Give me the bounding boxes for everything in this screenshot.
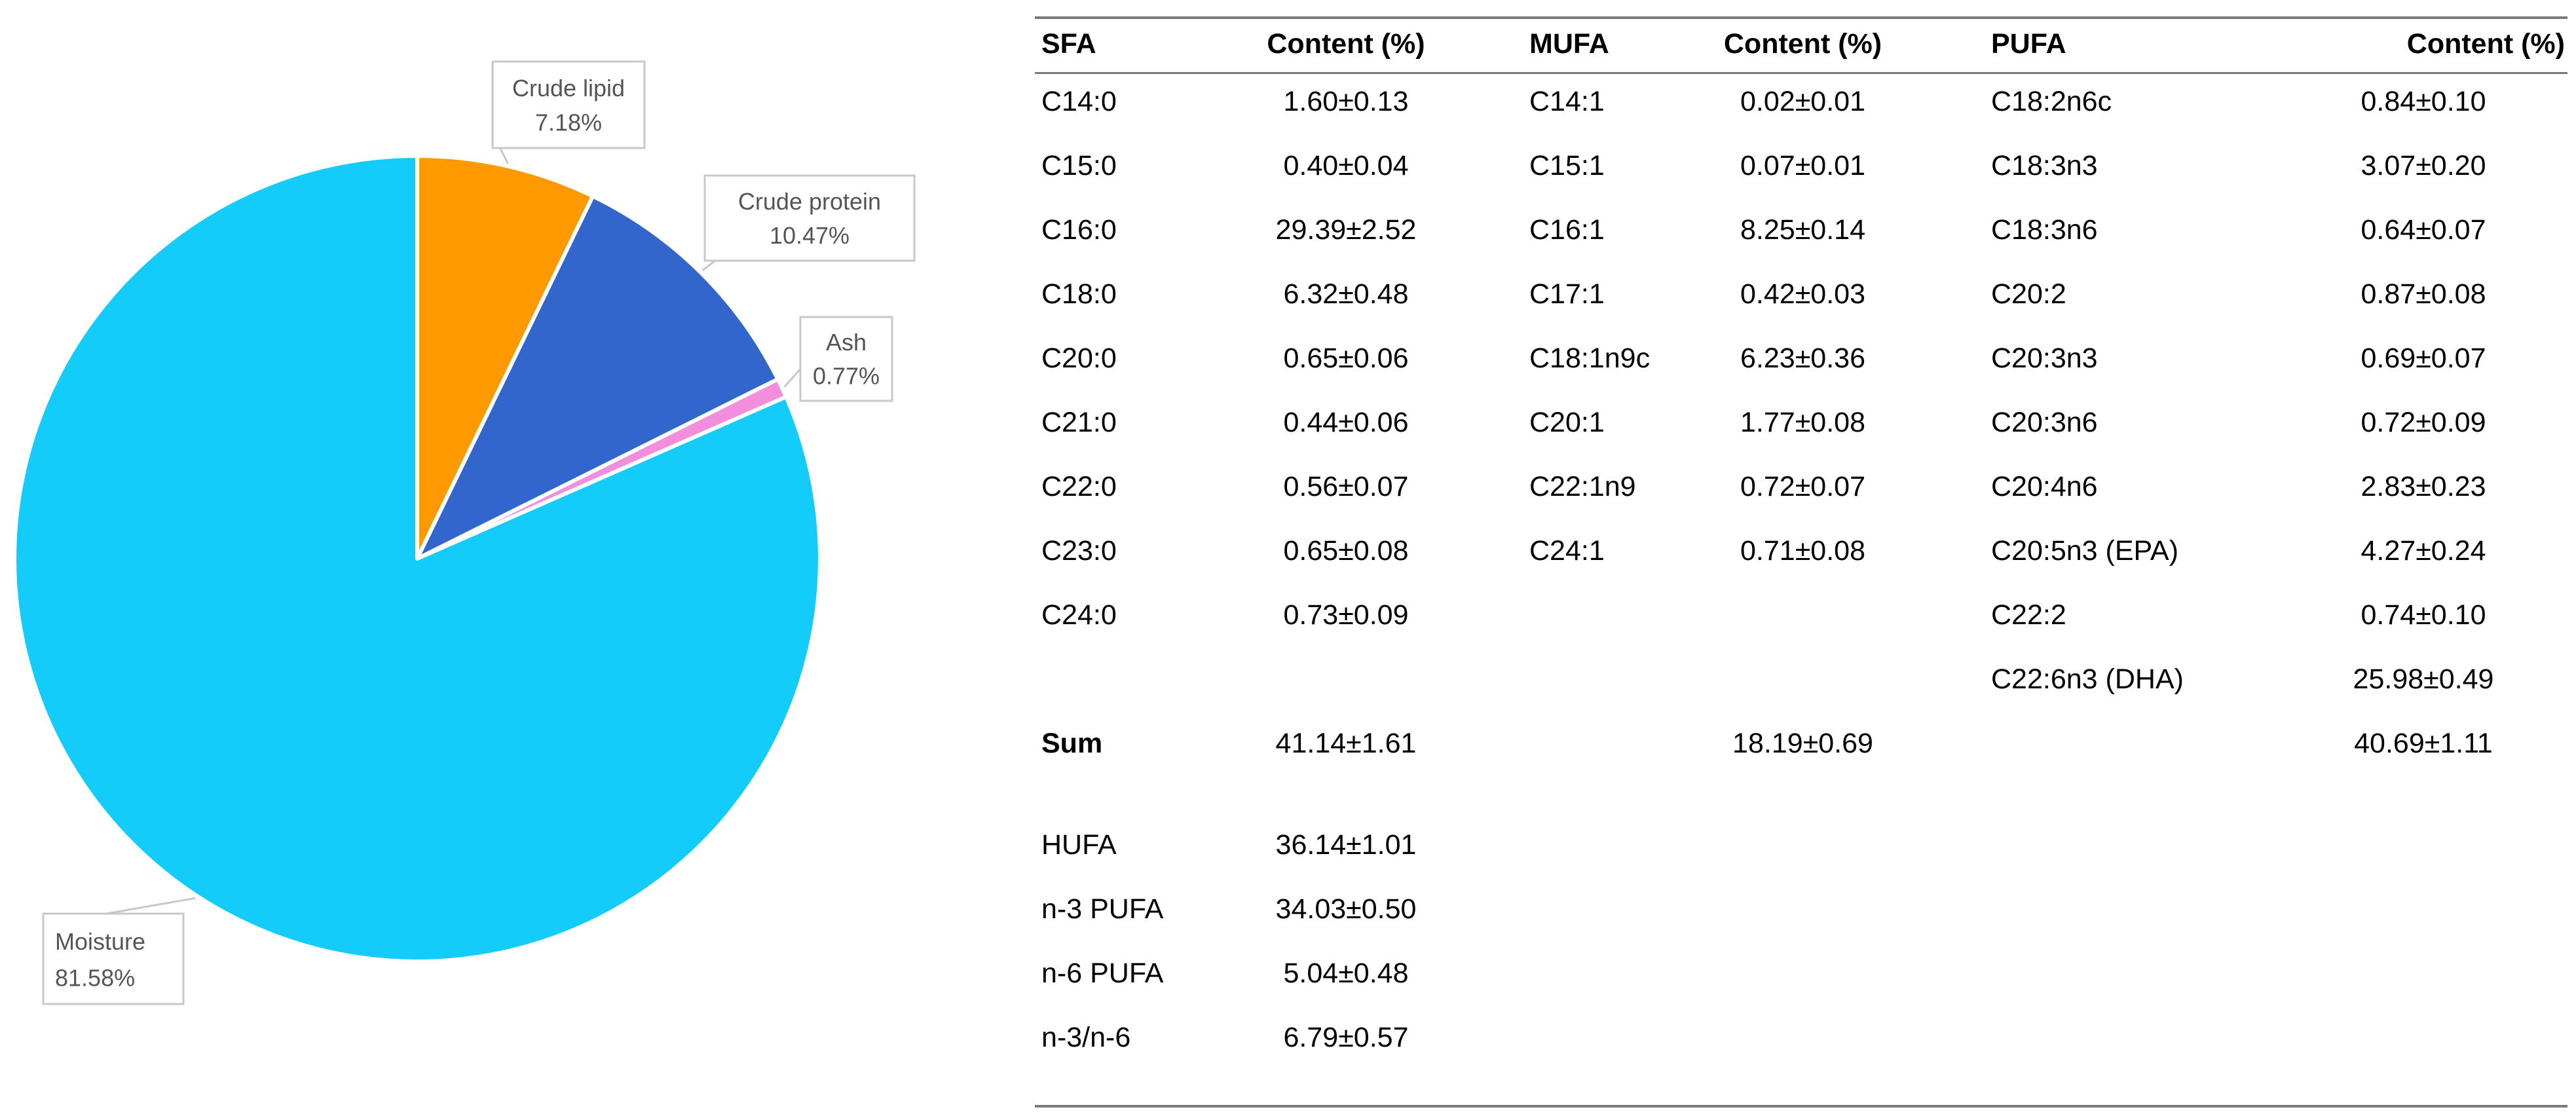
sfa-name-cell: C20:0 xyxy=(1041,343,1117,374)
mufa-value-cell: 8.25±0.14 xyxy=(1740,214,1865,246)
index-name-cell: n-6 PUFA xyxy=(1041,958,1164,989)
mufa-name-cell: C14:1 xyxy=(1529,86,1605,117)
sfa-name-cell: C23:0 xyxy=(1041,535,1117,567)
pufa-value-cell: 0.87±0.08 xyxy=(2361,278,2486,310)
mufa-value-cell: 0.07±0.01 xyxy=(1740,150,1865,181)
mufa-name-cell: C15:1 xyxy=(1529,150,1605,181)
pie-slice-crude-protein xyxy=(415,194,780,561)
pufa-value-cell: 0.64±0.07 xyxy=(2361,214,2486,246)
mufa-name-cell: C18:1n9c xyxy=(1529,343,1651,374)
sfa-value-cell: 0.44±0.06 xyxy=(1283,407,1409,438)
pie-label-box xyxy=(42,912,185,1005)
pie-label-percent: 10.47% xyxy=(770,222,849,249)
pufa-name-cell: C22:6n3 (DHA) xyxy=(1991,663,2184,695)
sum-sfa-value: 41.14±1.61 xyxy=(1275,728,1417,759)
sum-mufa-value: 18.19±0.69 xyxy=(1732,728,1873,759)
index-value-cell: 6.79±0.57 xyxy=(1283,1022,1409,1053)
table-bottom-rule xyxy=(1035,1105,2567,1108)
pie-slice-moisture xyxy=(12,154,822,963)
pufa-name-cell: C20:4n6 xyxy=(1991,471,2098,502)
sfa-value-cell: 0.73±0.09 xyxy=(1283,599,1409,631)
pie-leader-line xyxy=(106,897,196,915)
pie-label-name: Ash xyxy=(826,329,867,356)
pufa-value-cell: 0.74±0.10 xyxy=(2361,599,2486,631)
pufa-name-cell: C18:2n6c xyxy=(1991,86,2112,117)
sfa-name-cell: C18:0 xyxy=(1041,278,1117,310)
index-value-cell: 34.03±0.50 xyxy=(1275,893,1417,925)
sfa-value-cell: 0.56±0.07 xyxy=(1283,471,1409,502)
sfa-name-cell: C21:0 xyxy=(1041,407,1117,438)
mufa-name-cell: C22:1n9 xyxy=(1529,471,1636,502)
header-pufa: PUFA xyxy=(1991,28,2066,60)
sum-pufa-value: 40.69±1.11 xyxy=(2354,728,2493,759)
mufa-name-cell: C20:1 xyxy=(1529,407,1605,438)
mufa-name-cell: C17:1 xyxy=(1529,278,1605,310)
mufa-value-cell: 1.77±0.08 xyxy=(1740,407,1865,438)
sfa-name-cell: C24:0 xyxy=(1041,599,1117,631)
mufa-value-cell: 0.42±0.03 xyxy=(1740,278,1865,310)
pufa-name-cell: C22:2 xyxy=(1991,599,2066,631)
sfa-name-cell: C15:0 xyxy=(1041,150,1117,181)
pie-slice-crude-lipid xyxy=(415,154,595,561)
sfa-value-cell: 1.60±0.13 xyxy=(1283,86,1409,117)
pufa-value-cell: 2.83±0.23 xyxy=(2361,471,2486,502)
pufa-value-cell: 0.72±0.09 xyxy=(2361,407,2486,438)
sfa-value-cell: 0.65±0.06 xyxy=(1283,343,1409,374)
pie-label-box xyxy=(799,316,893,402)
header-sfa-content: Content (%) xyxy=(1267,28,1425,60)
pie-label-percent: 81.58% xyxy=(55,964,135,991)
pufa-value-cell: 3.07±0.20 xyxy=(2361,150,2486,181)
pie-label-name: Moisture xyxy=(55,928,145,955)
header-pufa-content: Content (%) xyxy=(2406,28,2565,60)
sfa-value-cell: 0.65±0.08 xyxy=(1283,535,1409,567)
index-name-cell: n-3/n-6 xyxy=(1041,1022,1131,1053)
mufa-value-cell: 0.02±0.01 xyxy=(1740,86,1865,117)
pie-chart-panel: Crude lipid 7.18% Crude protein 10.47% Ash 0.… xyxy=(0,0,996,1118)
pie-label-box xyxy=(703,174,916,262)
pufa-name-cell: C20:5n3 (EPA) xyxy=(1991,535,2179,567)
pufa-value-cell: 0.69±0.07 xyxy=(2361,343,2486,374)
sfa-value-cell: 0.40±0.04 xyxy=(1283,150,1409,181)
index-name-cell: n-3 PUFA xyxy=(1041,893,1164,925)
sum-label: Sum xyxy=(1041,728,1103,759)
mufa-name-cell: C16:1 xyxy=(1529,214,1605,246)
table-top-rule xyxy=(1035,16,2567,19)
header-mufa: MUFA xyxy=(1529,28,1609,60)
sfa-name-cell: C16:0 xyxy=(1041,214,1117,246)
mufa-value-cell: 0.71±0.08 xyxy=(1740,535,1865,567)
pie-leader-line xyxy=(783,368,802,388)
pie-label-name: Crude protein xyxy=(738,188,881,215)
pie-label-percent: 0.77% xyxy=(813,362,880,389)
mufa-value-cell: 0.72±0.07 xyxy=(1740,471,1865,502)
pufa-value-cell: 0.84±0.10 xyxy=(2361,86,2486,117)
index-value-cell: 36.14±1.01 xyxy=(1275,829,1417,861)
pufa-value-cell: 4.27±0.24 xyxy=(2361,535,2486,567)
pie-label-box xyxy=(491,60,646,149)
pie-leader-line xyxy=(499,147,509,164)
pufa-value-cell: 25.98±0.49 xyxy=(2353,663,2494,695)
pufa-name-cell: C18:3n6 xyxy=(1991,214,2098,246)
pie-label-percent: 7.18% xyxy=(535,109,602,136)
index-value-cell: 5.04±0.48 xyxy=(1283,958,1409,989)
mufa-name-cell: C24:1 xyxy=(1529,535,1605,567)
fatty-acid-table: SFA Content (%) MUFA Content (%) PUFA Co… xyxy=(1035,13,2571,1113)
sfa-name-cell: C22:0 xyxy=(1041,471,1117,502)
mufa-value-cell: 6.23±0.36 xyxy=(1740,343,1865,374)
sfa-value-cell: 6.32±0.48 xyxy=(1283,278,1409,310)
header-sfa: SFA xyxy=(1041,28,1096,60)
pufa-name-cell: C20:2 xyxy=(1991,278,2066,310)
header-mufa-content: Content (%) xyxy=(1723,28,1882,60)
sfa-name-cell: C14:0 xyxy=(1041,86,1117,117)
table-header-rule xyxy=(1035,72,2567,74)
pie-label-name: Crude lipid xyxy=(512,75,625,102)
pufa-name-cell: C18:3n3 xyxy=(1991,150,2098,181)
pufa-name-cell: C20:3n6 xyxy=(1991,407,2098,438)
index-name-cell: HUFA xyxy=(1041,829,1117,861)
pie-leader-line xyxy=(701,259,716,272)
sfa-value-cell: 29.39±2.52 xyxy=(1275,214,1417,246)
pufa-name-cell: C20:3n3 xyxy=(1991,343,2098,374)
pie-chart: Crude lipid 7.18% Crude protein 10.47% Ash 0.… xyxy=(12,60,916,1005)
